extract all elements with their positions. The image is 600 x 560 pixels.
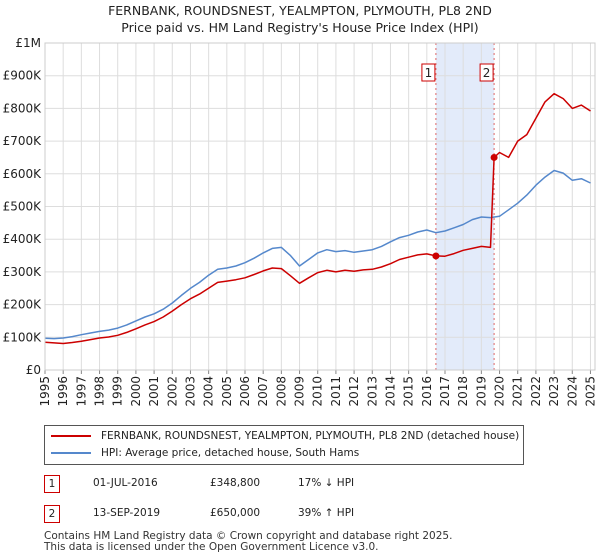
y-tick-label: £1M	[15, 36, 41, 50]
x-tick-label: 2000	[129, 376, 143, 407]
sale-badge-2: 2	[44, 505, 60, 523]
legend-item-property: FERNBANK, ROUNDSNEST, YEALMPTON, PLYMOUT…	[45, 428, 519, 444]
sale-2-box: 2	[479, 63, 494, 82]
x-tick-label: 2021	[511, 376, 525, 407]
x-tick-label: 2011	[329, 376, 343, 407]
x-tick-label: 2003	[183, 376, 197, 407]
x-tick-label: 2020	[493, 376, 507, 407]
x-tick-label: 1995	[38, 376, 52, 407]
footer-attribution: Contains HM Land Registry data © Crown c…	[44, 531, 452, 553]
legend-label-hpi: HPI: Average price, detached house, Sout…	[101, 447, 360, 459]
sale-date-2: 13-SEP-2019	[93, 507, 161, 519]
y-tick-label: £800K	[3, 101, 43, 115]
y-tick-label: £400K	[3, 232, 43, 246]
chart-title: FERNBANK, ROUNDSNEST, YEALMPTON, PLYMOUT…	[0, 2, 600, 36]
x-tick-label: 2012	[347, 376, 361, 407]
sale-price-2: £650,000	[210, 507, 261, 519]
sale-2-box-label: 2	[483, 66, 491, 80]
x-tick-label: 1996	[56, 376, 70, 407]
y-tick-label: £300K	[3, 265, 43, 279]
x-tick-label: 1998	[93, 376, 107, 407]
footer-line-2: This data is licensed under the Open Gov…	[44, 541, 379, 553]
x-tick-label: 2019	[474, 376, 488, 407]
chart-title-line-1: FERNBANK, ROUNDSNEST, YEALMPTON, PLYMOUT…	[108, 3, 492, 18]
y-tick-label: £600K	[3, 167, 43, 181]
legend-swatch-property	[51, 435, 91, 437]
x-tick-label: 2022	[529, 376, 543, 407]
x-tick-label: 2024	[565, 376, 579, 407]
y-tick-label: £200K	[3, 298, 43, 312]
sale-1-marker	[432, 252, 440, 260]
price-chart: 1 2 £0 £100K £200K £300K £400K £500K £600K £700K…	[3, 36, 598, 407]
legend-swatch-hpi	[51, 452, 91, 454]
x-tick-label: 2006	[238, 376, 252, 407]
x-tick-label: 2005	[220, 376, 234, 407]
sale-hpi-2: 39% ↑ HPI	[298, 507, 355, 519]
plot-border	[44, 42, 596, 371]
legend: FERNBANK, ROUNDSNEST, YEALMPTON, PLYMOUT…	[44, 425, 524, 465]
y-tick-label: £900K	[3, 69, 43, 83]
sale-hpi-1: 17% ↓ HPI	[298, 477, 355, 489]
x-tick-label: 2023	[547, 376, 561, 407]
x-tick-label: 1997	[74, 376, 88, 407]
x-tick-label: 2008	[274, 376, 288, 407]
property-price-line	[44, 92, 591, 345]
x-tick-label: 2009	[293, 376, 307, 407]
y-tick-label: £0	[26, 363, 41, 377]
x-tick-label: 2007	[256, 376, 270, 407]
x-tick-label: 2014	[383, 376, 397, 407]
x-tick-label: 2002	[165, 376, 179, 407]
x-tick-label: 2004	[202, 376, 216, 407]
x-tick-label: 2017	[438, 376, 452, 407]
x-tick-label: 2016	[420, 376, 434, 407]
sale-price-1: £348,800	[210, 477, 261, 489]
sale-1-box-frame	[421, 63, 436, 82]
sale-date-1: 01-JUL-2016	[93, 477, 158, 489]
y-tick-label: £100K	[3, 330, 43, 344]
legend-item-hpi: HPI: Average price, detached house, Sout…	[45, 445, 359, 461]
chart-title-line-2: Price paid vs. HM Land Registry's House …	[121, 20, 479, 35]
sale-1-box-label: 1	[425, 66, 433, 80]
x-tick-label: 2010	[311, 376, 325, 407]
footer-line-1: Contains HM Land Registry data © Crown c…	[44, 530, 453, 542]
sale-2-marker	[490, 153, 498, 161]
hpi-line	[44, 169, 591, 340]
x-tick-label: 1999	[111, 376, 125, 407]
x-tick-label: 2013	[365, 376, 379, 407]
sale-2-box-frame	[479, 63, 494, 82]
x-tick-label: 2025	[583, 376, 597, 407]
sale-badge-1: 1	[44, 475, 60, 493]
legend-label-property: FERNBANK, ROUNDSNEST, YEALMPTON, PLYMOUT…	[101, 430, 520, 442]
x-tick-label: 2018	[456, 376, 470, 407]
y-tick-label: £500K	[3, 200, 43, 214]
x-tick-label: 2001	[147, 376, 161, 407]
y-tick-label: £700K	[3, 134, 43, 148]
x-tick-label: 2015	[402, 376, 416, 407]
sale-1-box: 1	[421, 63, 436, 82]
